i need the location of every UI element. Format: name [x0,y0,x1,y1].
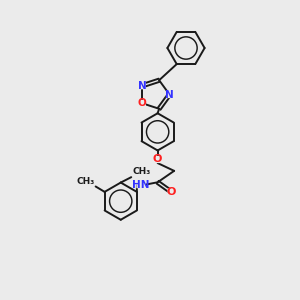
FancyBboxPatch shape [166,91,173,98]
Text: O: O [167,187,176,197]
Text: CH₃: CH₃ [76,177,95,186]
Text: HN: HN [132,180,150,190]
Text: O: O [153,154,162,164]
Text: N: N [138,81,147,91]
Text: O: O [138,98,147,108]
FancyBboxPatch shape [154,156,161,163]
Text: CH₃: CH₃ [132,167,150,176]
FancyBboxPatch shape [139,82,146,89]
FancyBboxPatch shape [139,100,146,107]
FancyBboxPatch shape [167,188,175,196]
FancyBboxPatch shape [136,181,146,188]
Text: N: N [165,89,174,100]
